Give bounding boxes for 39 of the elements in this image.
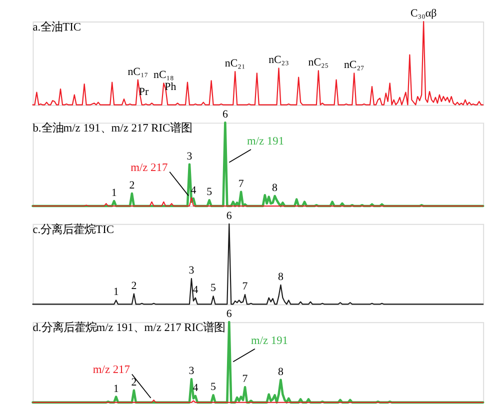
annotation: 5 xyxy=(206,186,213,198)
annotation: 8 xyxy=(278,270,284,283)
annotation: 2 xyxy=(131,280,137,292)
chart-title: a.全油TIC xyxy=(32,20,81,34)
annotation: 4 xyxy=(192,284,199,296)
annotation: 1 xyxy=(113,382,119,395)
chart-title: d.分离后藿烷m/z 191、m/z 217 RIC谱图 xyxy=(32,321,226,334)
annotation: 7 xyxy=(238,178,244,190)
annotation: 6 xyxy=(226,210,232,222)
annotation: 3 xyxy=(188,264,195,277)
annotation: 1 xyxy=(113,286,119,298)
annotation: 5 xyxy=(210,282,217,294)
annotation: 3 xyxy=(186,150,193,162)
annotation: 3 xyxy=(188,365,195,378)
series-label: m/z 191 xyxy=(247,136,284,148)
annotation: 8 xyxy=(272,182,278,194)
annotation: 5 xyxy=(210,381,217,394)
annotation: C₃₀αβ xyxy=(410,8,438,20)
annotation: nC₂₃ xyxy=(268,54,290,66)
annotation: 7 xyxy=(242,373,248,386)
chart-title: c.分离后藿烷TIC xyxy=(32,222,114,236)
annotation: nC₁₈ xyxy=(154,69,174,82)
annotation: nC₂₁ xyxy=(224,58,246,70)
chart-title: b.全油m/z 191、m/z 217 RIC谱图 xyxy=(32,122,192,135)
annotation: 2 xyxy=(131,376,137,388)
annotation: nC₁₇ xyxy=(128,66,148,78)
annotation: 2 xyxy=(129,180,135,192)
annotation: nC₂₅ xyxy=(308,56,329,69)
text: m/z 217 xyxy=(92,364,130,376)
annotation: nC₂₇ xyxy=(344,59,364,72)
annotation: 6 xyxy=(226,308,232,320)
annotation: 4 xyxy=(192,382,199,394)
annotation: Ph xyxy=(164,80,177,93)
annotation: 8 xyxy=(278,366,284,378)
text: m/z 217 xyxy=(130,162,168,174)
annotation: 7 xyxy=(242,280,248,293)
annotation: 1 xyxy=(111,187,117,200)
annotation: 6 xyxy=(222,108,228,121)
series-label: m/z 191 xyxy=(250,334,288,347)
